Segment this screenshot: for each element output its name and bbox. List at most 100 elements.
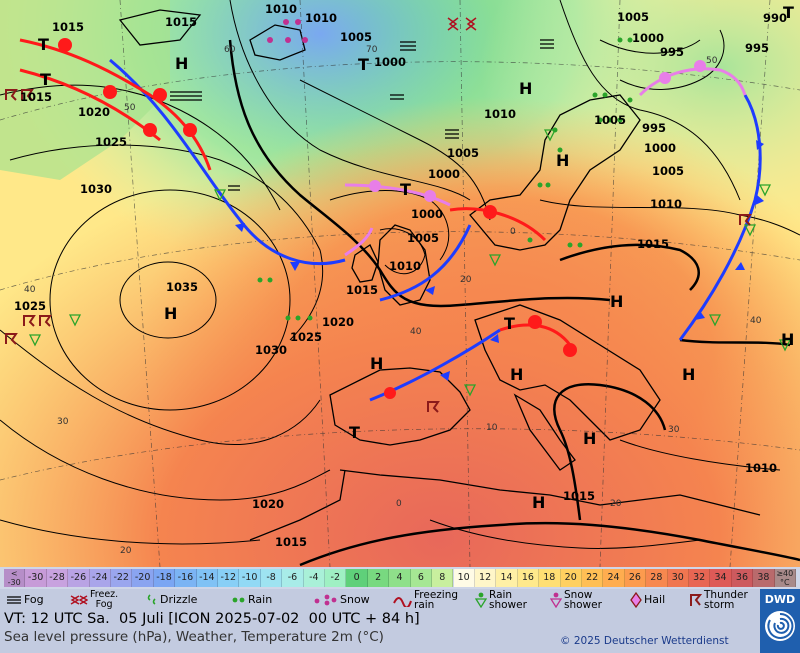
scale-cell: ≥40 °C (774, 569, 796, 587)
legend-snow-label: Snow (340, 593, 370, 606)
isobar-label: 995 (745, 41, 769, 55)
scale-cell: -6 (282, 569, 304, 587)
isobar-label: 1005 (617, 10, 649, 24)
isobar-label: 1015 (346, 283, 378, 297)
scale-cell: -4 (303, 569, 326, 587)
latitude-label: 0 (396, 499, 402, 509)
hail-icon (630, 592, 642, 608)
isobar-label: 990 (763, 11, 787, 25)
scale-cell: -10 (239, 569, 261, 587)
isobar-label: 1020 (78, 105, 110, 119)
scale-cell: -14 (196, 569, 219, 587)
isobar-label: 1010 (484, 107, 516, 121)
drizzle-icon (147, 594, 156, 605)
isobar-label: 995 (660, 45, 684, 59)
scale-cell: -28 (46, 569, 69, 587)
map-info: VT: 12 UTC Sa. 05 Juli [ICON 2025-07-02 … (0, 611, 760, 653)
legend-snow-shower-label: Snow shower (564, 589, 602, 611)
high-pressure-label: H (175, 54, 188, 73)
dwd-logo: DWD (760, 589, 800, 653)
low-pressure-label: T (38, 35, 49, 54)
scale-cell: 18 (539, 569, 561, 587)
isobar-label: 1000 (428, 167, 460, 181)
fog-icon (7, 596, 21, 604)
high-pressure-label: H (510, 365, 523, 384)
isobar-label: 1015 (52, 20, 84, 34)
scale-cell: -26 (68, 569, 90, 587)
scale-cell: 28 (646, 569, 668, 587)
legend-rain-shower: Rain shower (475, 589, 527, 611)
scale-cell: -20 (132, 569, 154, 587)
isobar-label: 1025 (14, 299, 46, 313)
scale-cell: -30 (25, 569, 47, 587)
rain-shower-icon (475, 592, 487, 608)
isobar-label: 1015 (165, 15, 197, 29)
isobar-label: 1015 (20, 90, 52, 104)
scale-cell: 6 (410, 569, 433, 587)
isobar-label: 1000 (632, 31, 664, 45)
legend-drizzle: Drizzle (146, 589, 197, 611)
latitude-label: 70 (366, 45, 378, 55)
isobar-label: 1020 (322, 315, 354, 329)
scale-cell: -24 (89, 569, 111, 587)
low-pressure-label: T (349, 423, 360, 442)
legend-rain: Rain (232, 589, 272, 611)
low-pressure-label: T (504, 314, 515, 333)
high-pressure-label: H (781, 330, 794, 349)
isobar-label: 1010 (265, 2, 297, 16)
latitude-label: 40 (410, 327, 422, 337)
scale-cell: 2 (367, 569, 390, 587)
valid-time: VT: 12 UTC Sa. 05 Juli [ICON 2025-07-02 … (4, 611, 420, 627)
dwd-swirl-icon (765, 611, 795, 641)
legend-rain-shower-label: Rain shower (489, 589, 527, 611)
low-pressure-label: T (783, 3, 794, 22)
isobar-label: 1005 (407, 231, 439, 245)
legend-freezing-fog-label: Freez. Fog (90, 589, 119, 610)
weather-legend: Fog Freez. Fog Drizzle Rain Snow Freezin… (0, 589, 800, 611)
scale-cell: -18 (153, 569, 176, 587)
latitude-label: 20 (120, 546, 132, 556)
isobar-label: 1025 (95, 135, 127, 149)
isobar-label: 1035 (166, 280, 198, 294)
scale-cell: 14 (496, 569, 518, 587)
scale-cell: 0 (346, 569, 368, 587)
latitude-label: 60 (224, 45, 236, 55)
scale-cell: 34 (710, 569, 732, 587)
high-pressure-label: H (519, 79, 532, 98)
high-pressure-label: H (610, 292, 623, 311)
legend-fog: Fog (6, 589, 44, 611)
scale-cell: 22 (581, 569, 604, 587)
legend-thunderstorm: Thunder storm (688, 589, 748, 611)
latitude-label: 40 (24, 285, 36, 295)
isobar-label: 1030 (80, 182, 112, 196)
isobar-label: 1020 (252, 497, 284, 511)
scale-cell: -2 (325, 569, 347, 587)
latitude-label: 30 (57, 417, 69, 427)
high-pressure-label: H (370, 354, 383, 373)
isobar-label: 1000 (411, 207, 443, 221)
isobar-label: 1005 (447, 146, 479, 160)
scale-cell: -22 (111, 569, 133, 587)
scale-cell: 24 (603, 569, 625, 587)
snow-shower-icon (550, 592, 562, 608)
legend-freezing-fog: Freez. Fog (70, 589, 118, 611)
latitude-label: 50 (124, 103, 136, 113)
scale-cell: -16 (175, 569, 197, 587)
scale-cell: 30 (667, 569, 689, 587)
scale-cell: 4 (389, 569, 411, 587)
latitude-label: 30 (668, 425, 680, 435)
scale-cell: 26 (624, 569, 647, 587)
legend-snow-shower: Snow shower (550, 589, 602, 611)
isobar-label: 1015 (275, 535, 307, 549)
isobar-label: 1000 (374, 55, 406, 69)
scale-cell: 38 (753, 569, 775, 587)
latitude-label: 0 (510, 227, 516, 237)
scale-cell: -8 (260, 569, 283, 587)
high-pressure-label: H (164, 304, 177, 323)
legend-thunderstorm-label: Thunder storm (704, 589, 748, 611)
low-pressure-label: T (400, 180, 411, 199)
scale-cell: 20 (560, 569, 582, 587)
legend-hail: Hail (630, 589, 665, 611)
freezing-rain-icon (393, 597, 412, 607)
high-pressure-label: H (556, 151, 569, 170)
